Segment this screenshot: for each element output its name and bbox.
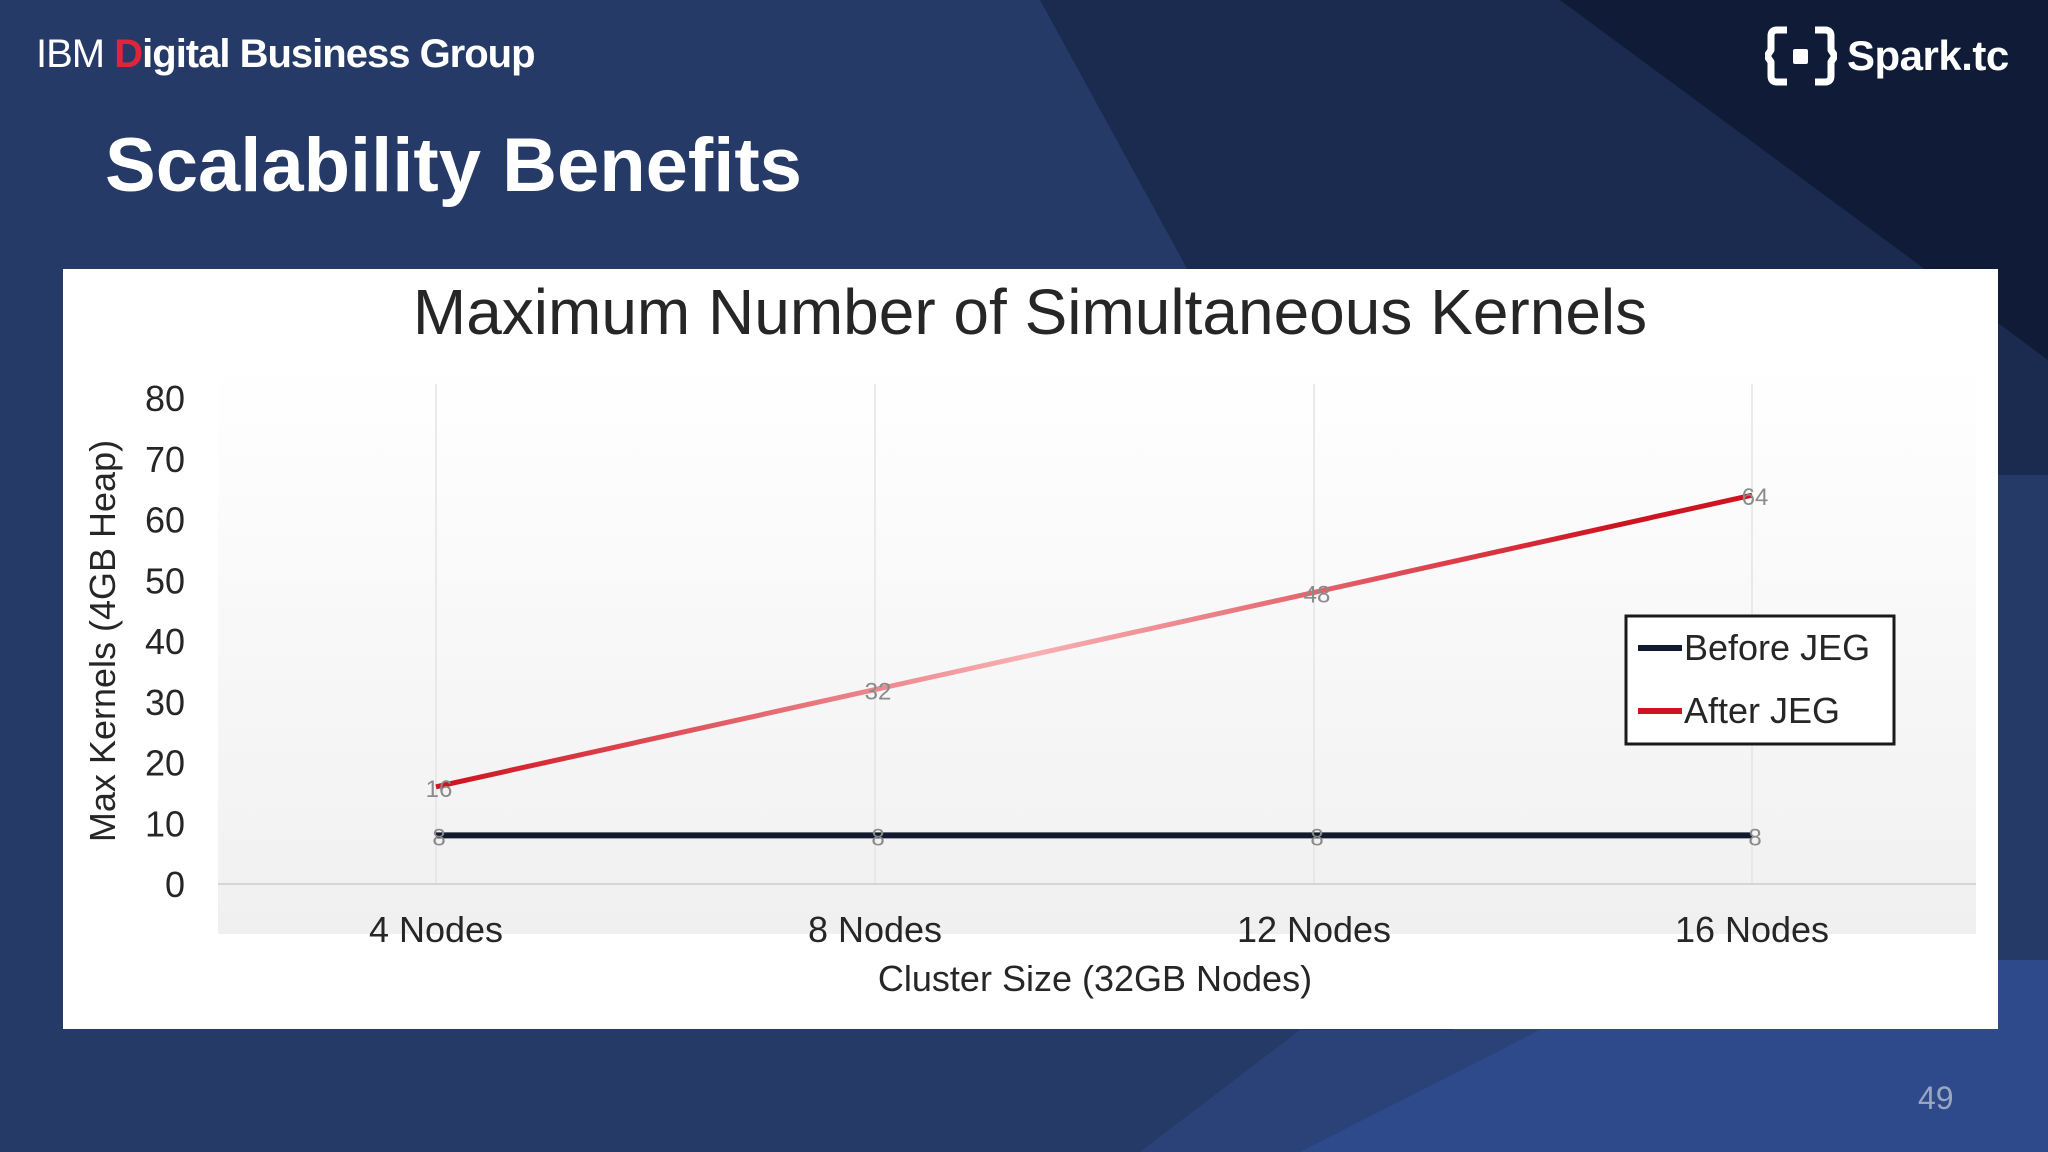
chart-panel: 8 8 8 8 16 32 48 64 0 10 20 30 40 50 60 70 80 4 Nodes 8 … (63, 269, 1998, 1029)
y-tick-label: 0 (165, 864, 185, 905)
x-axis-title: Cluster Size (32GB Nodes) (878, 958, 1312, 999)
x-tick-label: 16 Nodes (1675, 909, 1829, 950)
chart-title: Maximum Number of Simultaneous Kernels (413, 276, 1647, 348)
data-label: 16 (426, 776, 453, 803)
y-tick-label: 70 (145, 439, 185, 480)
data-label: 8 (1748, 824, 1761, 851)
line-chart: 8 8 8 8 16 32 48 64 0 10 20 30 40 50 60 70 80 4 Nodes 8 … (82, 276, 1976, 999)
ibm-brand-logo: IBM Digital Business Group (36, 32, 536, 77)
x-tick-label: 8 Nodes (808, 909, 942, 950)
data-label: 32 (865, 679, 892, 706)
spark-logo-text: Spark.tc (1847, 32, 2009, 79)
spark-logo: Spark.tc (1765, 24, 2009, 88)
y-tick-label: 80 (145, 378, 185, 419)
brand-ibm: IBM (36, 32, 105, 76)
y-tick-label: 50 (145, 560, 185, 601)
y-tick-label: 30 (145, 682, 185, 723)
y-tick-label: 10 (145, 803, 185, 844)
data-label: 48 (1304, 581, 1331, 608)
brand-rest: Business Group (229, 32, 536, 76)
y-tick-label: 60 (145, 500, 185, 541)
data-label: 8 (1310, 824, 1323, 851)
y-tick-label: 20 (145, 743, 185, 784)
legend: Before JEG After JEG (1624, 614, 1896, 746)
data-label: 64 (1742, 484, 1769, 511)
data-label: 8 (432, 824, 445, 851)
series-line-after (435, 492, 1753, 790)
brand-digital-rest: igital (142, 32, 230, 76)
y-axis-title: Max Kernels (4GB Heap) (82, 440, 123, 842)
brand-digital: Digital (114, 32, 230, 76)
data-label: 8 (871, 824, 884, 851)
page-number: 49 (1918, 1080, 1954, 1116)
bracket-dot-logo-icon (1765, 26, 1837, 86)
slide-title: Scalability Benefits (105, 123, 802, 208)
x-tick-label: 12 Nodes (1237, 909, 1391, 950)
x-tick-label: 4 Nodes (369, 909, 503, 950)
legend-label-after: After JEG (1684, 690, 1840, 731)
legend-label-before: Before JEG (1684, 627, 1870, 668)
brand-digital-initial: D (114, 32, 143, 76)
y-tick-label: 40 (145, 621, 185, 662)
